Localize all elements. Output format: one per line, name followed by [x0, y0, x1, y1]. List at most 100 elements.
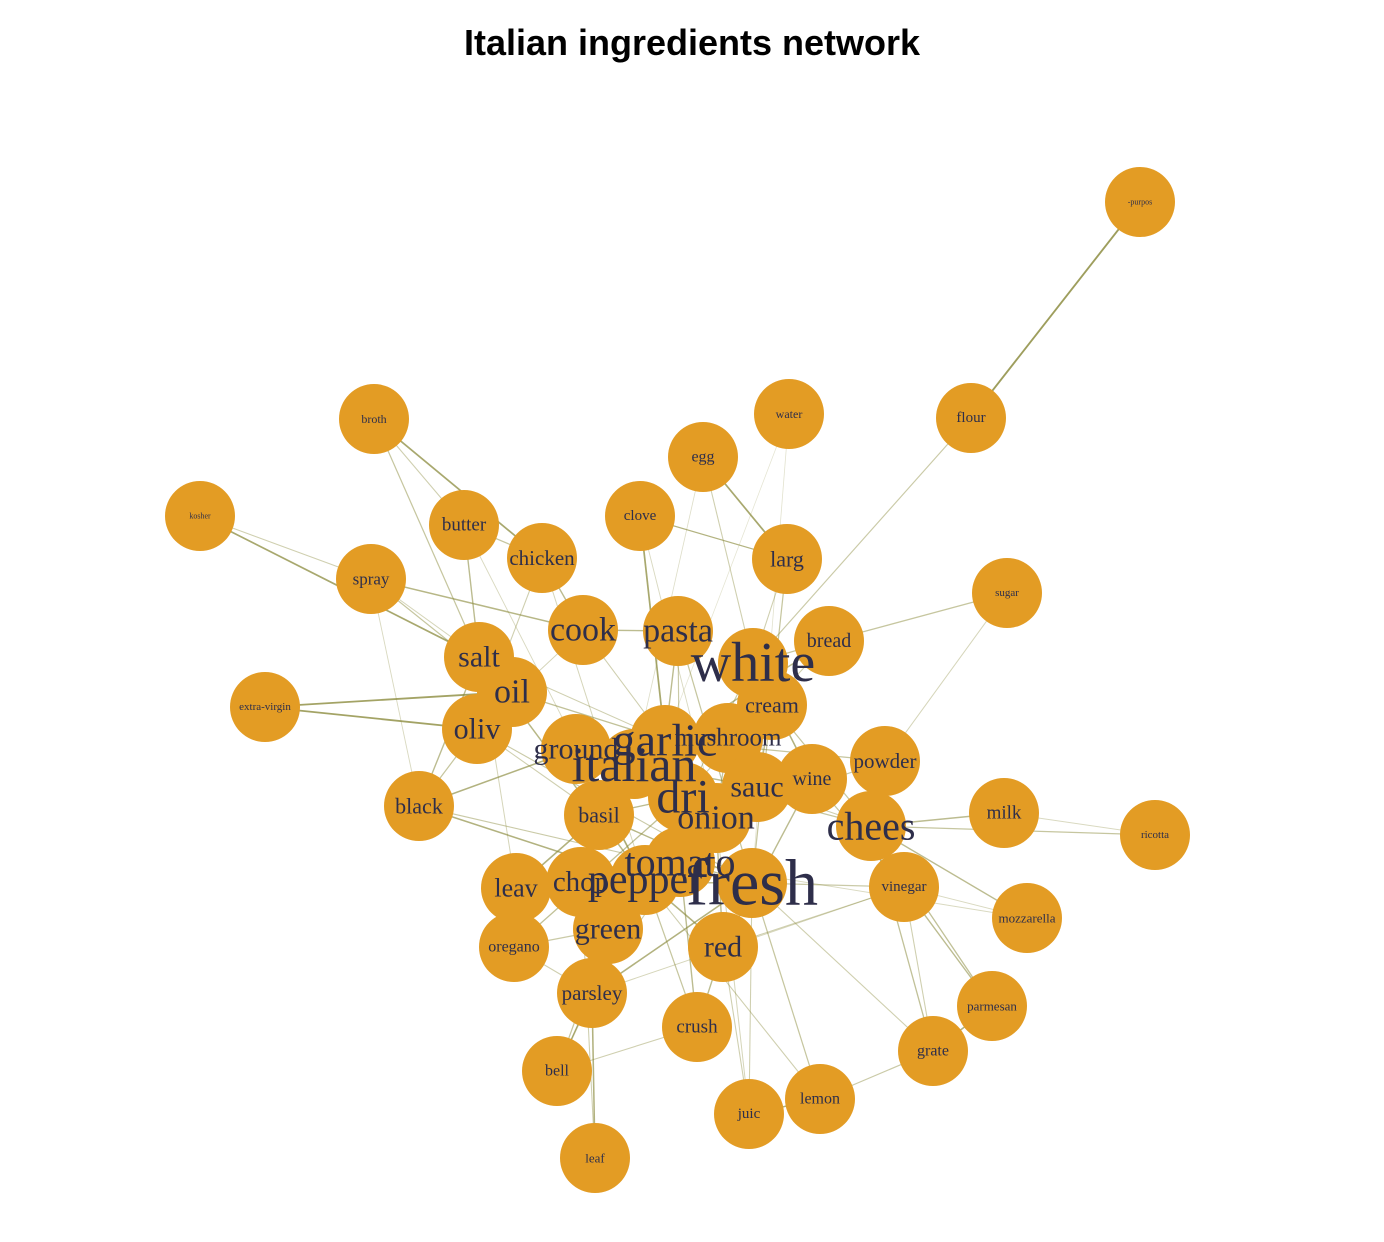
chart-title: Italian ingredients network: [463, 22, 921, 63]
node-milk: [969, 778, 1039, 848]
node-label-grate: grate: [917, 1043, 949, 1060]
node-label-salt: salt: [458, 641, 500, 674]
node-label-extra-virgin: extra-virgin: [239, 701, 291, 713]
node-label-ground: ground: [534, 733, 619, 766]
edge-broth-chicken: [373, 418, 543, 559]
node-kosher: [165, 481, 235, 551]
edge-spray-cook: [370, 578, 584, 631]
node-label-egg: egg: [691, 449, 714, 466]
node-label-parmesan: parmesan: [967, 999, 1017, 1014]
node-parsley: [557, 958, 627, 1028]
node-label-spray: spray: [353, 570, 390, 589]
node-label-leav: leav: [494, 874, 537, 903]
node-label-purpos: -purpos: [1128, 198, 1152, 207]
edge-egg-white: [702, 456, 754, 664]
node-label-chop: chop: [553, 866, 609, 898]
node-chees: [836, 791, 906, 861]
node-powder: [850, 726, 920, 796]
node-egg: [668, 422, 738, 492]
edge-clove-onion: [639, 515, 717, 819]
node-label-green: green: [575, 913, 642, 946]
node-chicken: [507, 523, 577, 593]
node-parmesan: [957, 971, 1027, 1041]
edge-fresh-lemon: [751, 882, 821, 1100]
node-label-water: water: [776, 407, 803, 421]
node-label-pepper: pepper: [588, 857, 702, 903]
edge-lemon-pepper: [644, 879, 821, 1100]
node-label-oliv: oliv: [454, 713, 501, 746]
node-sugar: [972, 558, 1042, 628]
edge-broth-salt: [373, 418, 480, 658]
node-label-crush: crush: [676, 1017, 718, 1038]
node-juic: [714, 1079, 784, 1149]
node-label-lemon: lemon: [800, 1091, 840, 1108]
node-label-oregano: oregano: [488, 939, 540, 956]
node-label-cook: cook: [550, 612, 616, 649]
node-label-sauc: sauc: [730, 771, 783, 804]
node-butter: [429, 490, 499, 560]
node-pasta: [643, 596, 713, 666]
edge-oil-extra-virgin: [264, 691, 513, 708]
node-water: [754, 379, 824, 449]
node-fresh: [717, 848, 787, 918]
node-pepper: [610, 845, 680, 915]
node-leaf: [560, 1123, 630, 1193]
node-label-flour: flour: [956, 410, 985, 426]
node-label-white: white: [691, 632, 815, 694]
node-vinegar: [869, 852, 939, 922]
node-ricotta: [1120, 800, 1190, 870]
node-red: [688, 912, 758, 982]
node-grate: [898, 1016, 968, 1086]
node-label-fresh: fresh: [686, 847, 818, 920]
edge-water-garlic: [664, 413, 790, 741]
node-label-red: red: [704, 931, 742, 964]
node-extra-virgin: [230, 672, 300, 742]
node-broth: [339, 384, 409, 454]
node-label-pasta: pasta: [643, 613, 713, 650]
node-label-italian: italian: [572, 736, 697, 792]
node-label-butter: butter: [442, 515, 487, 536]
node-cook: [548, 595, 618, 665]
node-label-clove: clove: [624, 508, 657, 524]
node-crush: [662, 992, 732, 1062]
node-green: [573, 894, 643, 964]
nodes-layer: [165, 167, 1190, 1193]
edge-fresh-grate: [751, 882, 934, 1052]
node-label-oil: oil: [494, 674, 530, 711]
node-label-parsley: parsley: [562, 981, 623, 1005]
node-larg: [752, 524, 822, 594]
node-label-bread: bread: [807, 630, 851, 652]
node-label-onion: onion: [677, 800, 754, 837]
node-leav: [481, 853, 551, 923]
node-label-powder: powder: [854, 749, 917, 773]
edge-extra-virgin-oliv: [264, 706, 478, 730]
node-label-ricotta: ricotta: [1141, 829, 1169, 841]
node-spray: [336, 544, 406, 614]
labels-layer: -purpos flour water broth egg butter kosher clo…: [189, 198, 1169, 1166]
node-label-cream: cream: [745, 693, 799, 718]
node-label-wine: wine: [793, 768, 832, 790]
node-label-juic: juic: [737, 1106, 761, 1122]
node-label-garlic: garlic: [613, 715, 718, 766]
node-label-milk: milk: [987, 803, 1022, 824]
node-label-mushroom: mushroom: [675, 725, 783, 752]
node-clove: [605, 481, 675, 551]
node-label-mozzarella: mozzarella: [998, 911, 1055, 926]
node-italian: [599, 729, 669, 799]
node-bread: [794, 606, 864, 676]
node-label-basil: basil: [578, 803, 620, 828]
edge-spray-black: [370, 578, 420, 807]
edge-flour-white: [752, 417, 972, 664]
node-basil: [564, 780, 634, 850]
node-label-vinegar: vinegar: [882, 879, 927, 895]
node-flour: [936, 383, 1006, 453]
node-label-tomato: tomato: [624, 840, 735, 885]
node-label-sugar: sugar: [995, 587, 1019, 599]
node-wine: [777, 744, 847, 814]
node-lemon: [785, 1064, 855, 1134]
node-label-bell: bell: [545, 1063, 570, 1080]
node-label-black: black: [395, 794, 443, 819]
node-black: [384, 771, 454, 841]
node-oliv: [442, 694, 512, 764]
